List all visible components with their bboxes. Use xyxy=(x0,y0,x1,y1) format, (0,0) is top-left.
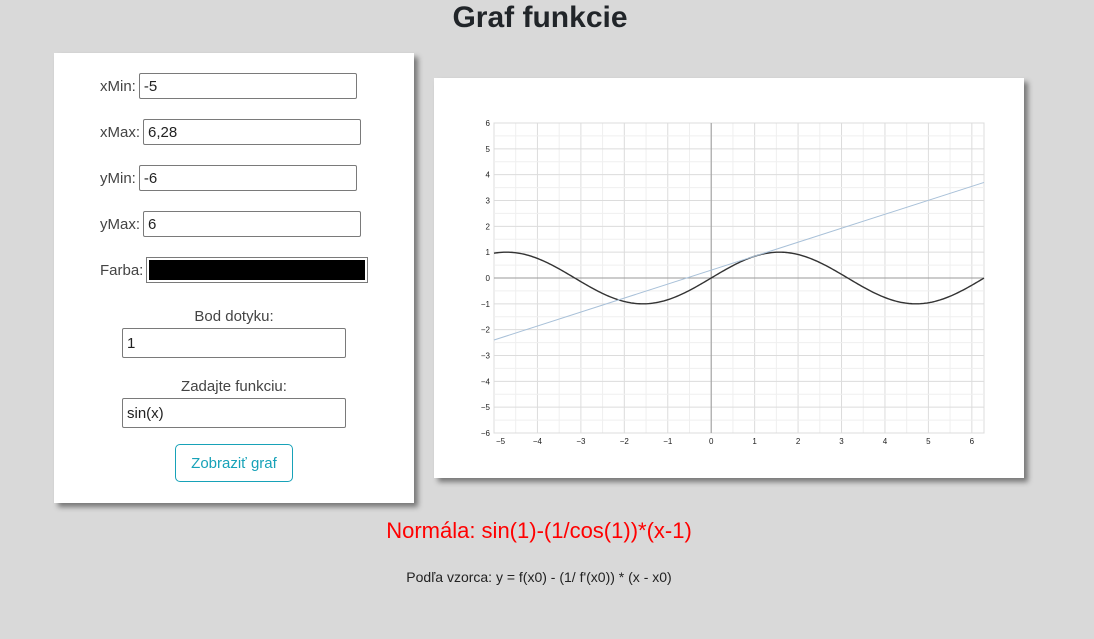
x-tick-label: 6 xyxy=(970,437,975,446)
x-tick-label: 2 xyxy=(796,437,801,446)
xmax-input[interactable] xyxy=(143,119,362,145)
chart-panel: −5 −4 −3 −2 −1 0 1 2 3 4 5 6 −6 −5 −4 −3 −2 −1 0 1 2 3 4 5 6 xyxy=(434,78,1024,478)
y-tick-label: 4 xyxy=(486,171,491,180)
y-tick-label: −4 xyxy=(481,377,491,386)
xmax-label: xMax: xyxy=(100,123,141,141)
xmin-label: xMin: xyxy=(100,77,136,95)
color-label: Farba: xyxy=(100,261,144,279)
tangent-point-input[interactable] xyxy=(122,328,346,358)
input-panel: xMin: xMax: yMin: yMax: Farba: Bod dotyk… xyxy=(54,53,414,503)
chart-series xyxy=(493,181,985,341)
xmin-input[interactable] xyxy=(138,73,357,99)
y-tick-label: 6 xyxy=(486,119,491,128)
x-tick-label: −1 xyxy=(663,437,673,446)
x-tick-label: −5 xyxy=(496,437,506,446)
x-tick-label: −4 xyxy=(533,437,543,446)
y-tick-label: −1 xyxy=(481,300,491,309)
normal-result: Normála: sin(1)-(1/cos(1))*(x-1) xyxy=(386,518,692,543)
x-tick-label: −2 xyxy=(620,437,630,446)
function-chart: −5 −4 −3 −2 −1 0 1 2 3 4 5 6 −6 −5 −4 −3 −2 −1 0 1 2 3 4 5 6 xyxy=(481,119,985,446)
chart-axes xyxy=(494,123,984,433)
function-label: Zadajte funkciu: xyxy=(181,378,287,395)
y-tick-label: 0 xyxy=(486,274,491,283)
y-tick-label: 1 xyxy=(486,248,491,257)
tangent-point-label: Bod dotyku: xyxy=(194,308,274,325)
y-tick-label: 2 xyxy=(486,222,491,231)
ymin-input[interactable] xyxy=(138,165,357,191)
series-line-1 xyxy=(493,251,985,305)
x-tick-label: 1 xyxy=(752,437,757,446)
y-tick-label: −5 xyxy=(481,403,491,412)
series-line-2 xyxy=(493,181,985,341)
ymax-label: yMax: xyxy=(100,215,141,233)
y-tick-label: −6 xyxy=(481,429,491,438)
y-tick-label: 3 xyxy=(486,197,491,206)
ymin-row: yMin: xyxy=(100,165,357,191)
y-tick-label: 5 xyxy=(486,145,491,154)
function-input[interactable] xyxy=(122,398,346,428)
xmin-row: xMin: xyxy=(100,73,357,99)
ymax-row: yMax: xyxy=(100,211,362,237)
x-tick-label: 5 xyxy=(926,437,931,446)
color-swatch xyxy=(149,260,366,280)
chart-tick-labels: −5 −4 −3 −2 −1 0 1 2 3 4 5 6 −6 −5 −4 −3 −2 −1 0 1 2 3 4 5 6 xyxy=(481,119,975,446)
show-graph-button[interactable]: Zobraziť graf xyxy=(175,444,293,482)
ymin-label: yMin: xyxy=(100,169,136,187)
y-tick-label: −2 xyxy=(481,326,491,335)
formula-text: Podľa vzorca: y = f(x0) - (1/ f'(x0)) * … xyxy=(406,569,672,585)
y-tick-label: −3 xyxy=(481,352,491,361)
page-title: Graf funkcie xyxy=(452,1,628,34)
x-tick-label: −3 xyxy=(576,437,586,446)
color-row: Farba: xyxy=(100,257,369,283)
x-tick-label: 3 xyxy=(839,437,844,446)
x-tick-label: 4 xyxy=(883,437,888,446)
color-picker[interactable] xyxy=(146,257,369,283)
xmax-row: xMax: xyxy=(100,119,362,145)
x-tick-label: 0 xyxy=(709,437,714,446)
ymax-input[interactable] xyxy=(143,211,362,237)
